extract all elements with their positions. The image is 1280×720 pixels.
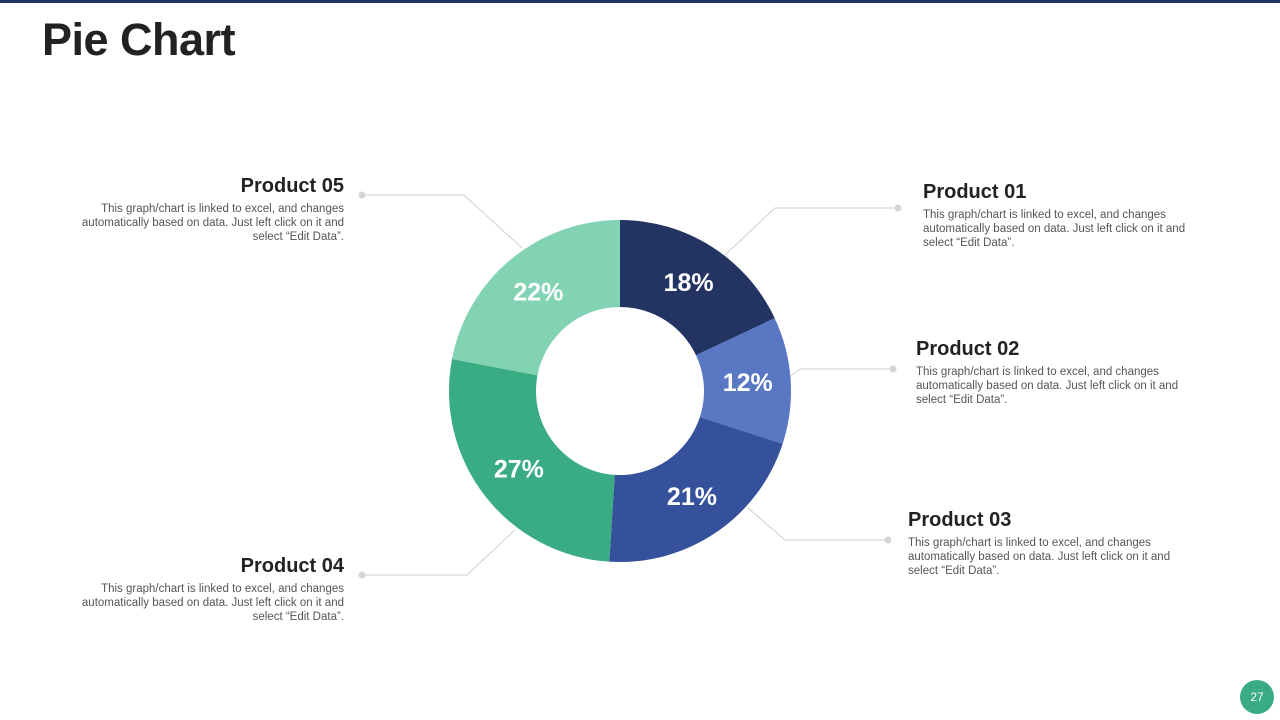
donut-label-product-02: 12%	[723, 369, 773, 397]
donut-slice-product-05	[452, 220, 620, 376]
leader-lines	[358, 191, 902, 579]
donut-label-product-01: 18%	[664, 269, 714, 297]
callout-product-02-desc: This graph/chart is linked to excel, and…	[916, 366, 1179, 406]
leader-dot-product-04	[358, 571, 366, 579]
callout-product-05: Product 05 This graph/chart is linked to…	[72, 174, 344, 244]
callout-product-02: Product 02 This graph/chart is linked to…	[916, 337, 1188, 407]
callout-product-04: Product 04 This graph/chart is linked to…	[72, 554, 344, 624]
leader-line-product-05	[362, 194, 523, 249]
callout-product-01: Product 01 This graph/chart is linked to…	[923, 180, 1195, 250]
donut-slice-product-03	[609, 416, 783, 562]
leader-line-product-02	[787, 368, 893, 379]
callout-product-04-desc: This graph/chart is linked to excel, and…	[81, 583, 344, 623]
top-rule	[0, 0, 1280, 3]
donut-label-product-05: 22%	[513, 278, 563, 306]
callout-product-05-name: Product 05	[240, 175, 344, 197]
leader-line-product-03	[747, 507, 888, 541]
donut-slices	[448, 220, 791, 562]
page-number-badge: 27	[1240, 680, 1274, 714]
donut-slice-product-02	[696, 318, 791, 444]
leader-dot-product-01	[894, 204, 902, 212]
callout-product-05-desc: This graph/chart is linked to excel, and…	[81, 203, 344, 243]
donut-label-product-04: 27%	[494, 455, 544, 483]
leader-line-product-04	[362, 529, 516, 576]
leader-line-product-01	[724, 207, 898, 256]
leader-dot-product-02	[889, 365, 897, 373]
page-title: Pie Chart	[42, 14, 236, 65]
leader-dot-product-05	[358, 191, 366, 199]
callout-product-01-name: Product 01	[923, 181, 1027, 203]
callout-product-01-desc: This graph/chart is linked to excel, and…	[923, 209, 1186, 249]
donut-label-product-03: 21%	[667, 483, 717, 511]
callout-product-03: Product 03 This graph/chart is linked to…	[908, 508, 1180, 578]
donut-slice-product-01	[620, 220, 775, 356]
leader-dot-product-03	[884, 536, 892, 544]
callout-product-04-name: Product 04	[240, 555, 344, 577]
callout-product-03-name: Product 03	[908, 509, 1012, 531]
callout-product-03-desc: This graph/chart is linked to excel, and…	[908, 537, 1171, 577]
donut-slice-labels: 18% 12% 21% 27% 22%	[494, 269, 773, 511]
callout-product-02-name: Product 02	[916, 338, 1020, 360]
donut-slice-product-04	[448, 358, 615, 562]
